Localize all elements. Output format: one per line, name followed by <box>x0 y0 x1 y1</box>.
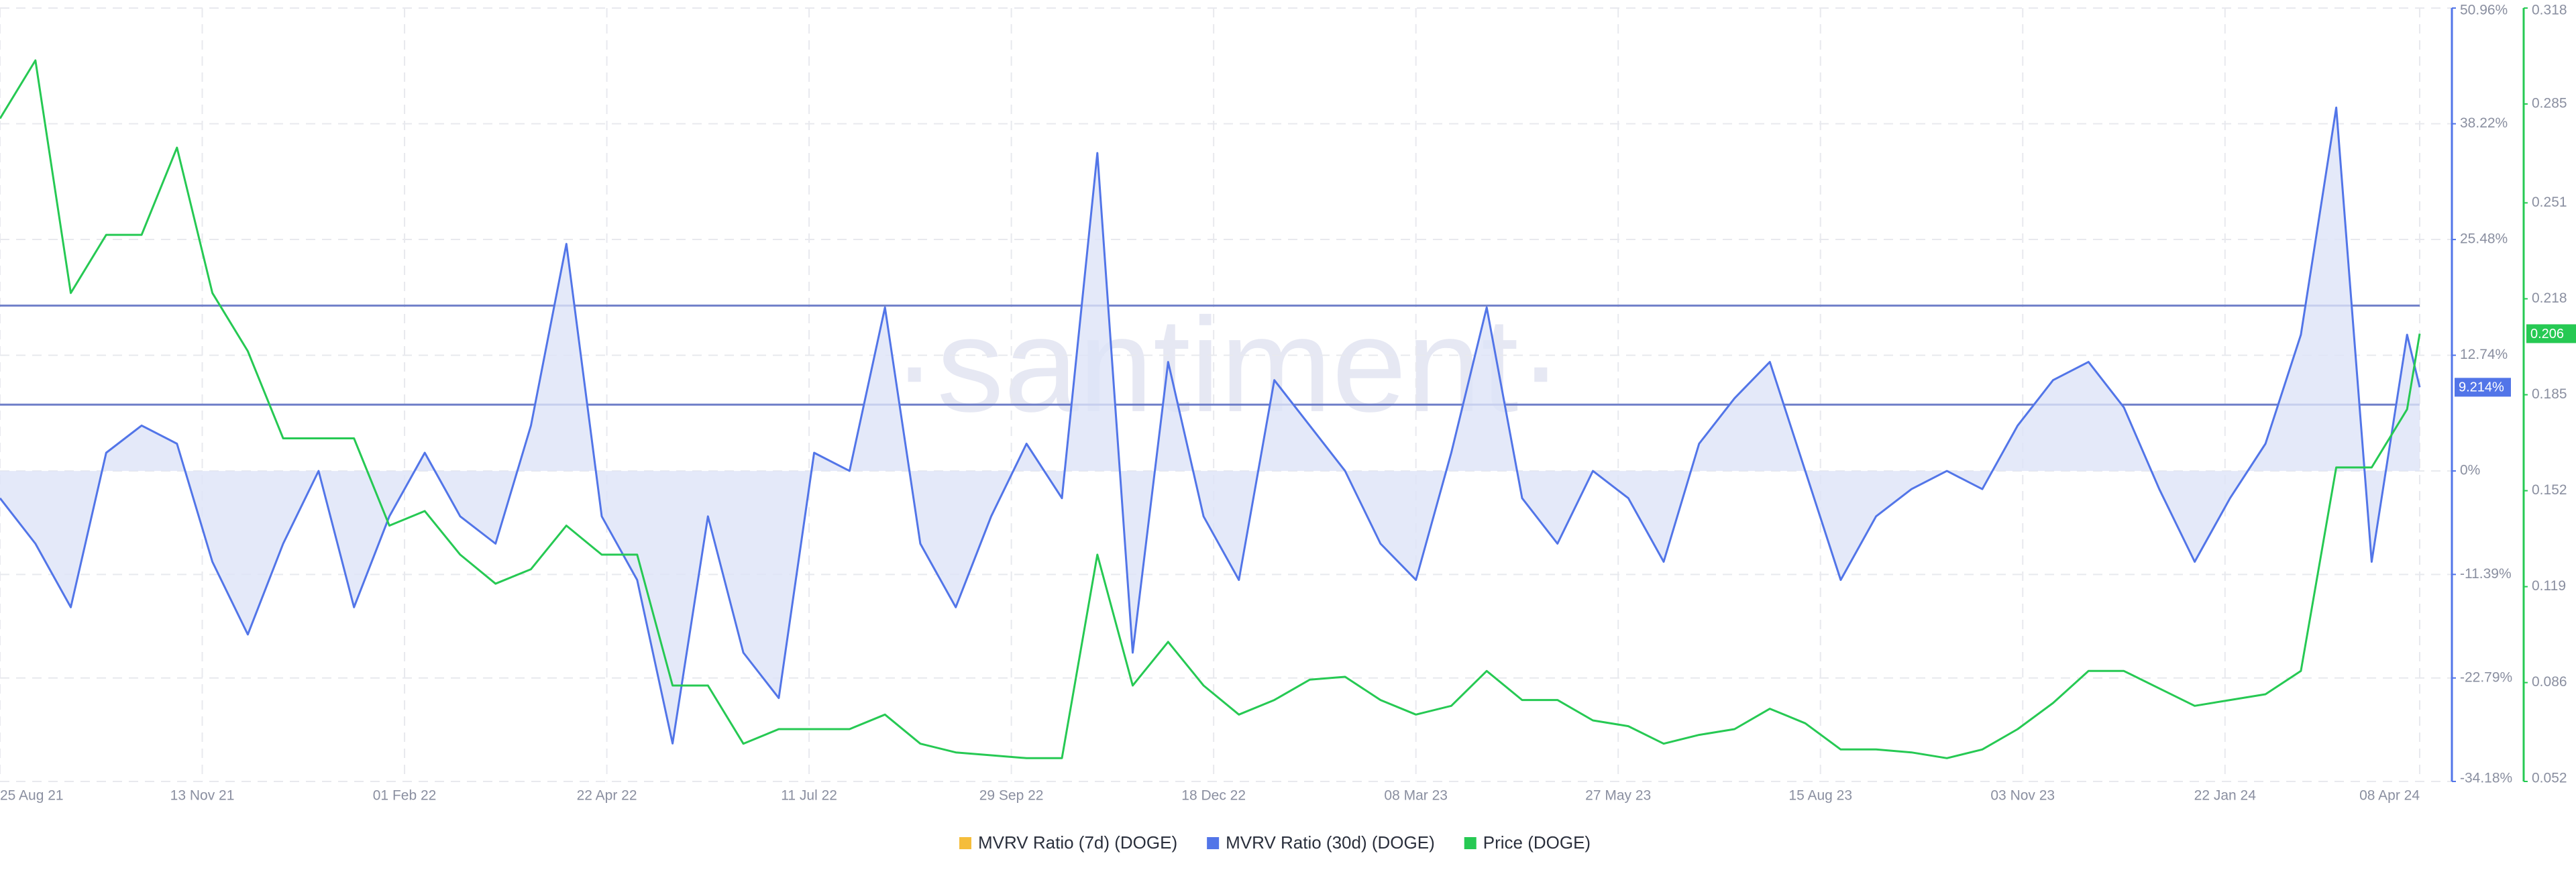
y2-tick-label: 0.285 <box>2532 96 2567 111</box>
last-value-tag <box>2455 378 2511 397</box>
legend-swatch <box>1207 837 1220 849</box>
x-tick-label: 13 Nov 21 <box>170 788 235 804</box>
x-tick-label: 01 Feb 22 <box>373 788 437 804</box>
y2-tick-label: 0.086 <box>2532 674 2567 690</box>
y-tick-label: 38.22% <box>2460 115 2508 131</box>
legend-swatch <box>959 837 971 849</box>
last-value-label: 9.214% <box>2459 380 2504 395</box>
x-tick-label: 08 Apr 24 <box>2359 788 2420 804</box>
x-tick-label: 27 May 23 <box>1585 788 1651 804</box>
y-tick-label: -11.39% <box>2460 566 2512 582</box>
x-tick-label: 29 Sep 22 <box>979 788 1044 804</box>
y-tick-label: 0% <box>2460 463 2480 478</box>
y2-tick-label: 0.185 <box>2532 386 2567 402</box>
y2-tick-label: 0.318 <box>2532 3 2567 18</box>
y2-tick-label: 0.152 <box>2532 482 2567 498</box>
x-tick-label: 25 Aug 21 <box>0 788 64 804</box>
y-tick-label: -34.18% <box>2460 771 2512 786</box>
last-value-tag <box>2526 324 2576 343</box>
legend-label: Price (DOGE) <box>1483 832 1591 853</box>
legend-swatch <box>1464 837 1477 849</box>
y-tick-label: 50.96% <box>2460 3 2508 18</box>
x-tick-label: 11 Jul 22 <box>781 788 837 804</box>
x-tick-label: 03 Nov 23 <box>1990 788 2055 804</box>
series-line <box>0 59 2421 759</box>
watermark: ·santiment· <box>892 290 1563 440</box>
legend: MVRV Ratio (7d) (DOGE) MVRV Ratio (30d) (… <box>959 832 1591 853</box>
x-tick-label: 22 Jan 24 <box>2194 788 2257 804</box>
y2-tick-label: 0.119 <box>2532 578 2566 594</box>
y-tick-label: 12.74% <box>2460 347 2508 362</box>
legend-label: MVRV Ratio (7d) (DOGE) <box>978 832 1177 853</box>
y2-tick-label: 0.052 <box>2532 771 2567 786</box>
x-tick-label: 08 Mar 23 <box>1384 788 1448 804</box>
x-tick-label: 22 Apr 22 <box>577 788 637 804</box>
y2-tick-label: 0.251 <box>2532 195 2567 210</box>
y2-tick-label: 0.218 <box>2532 290 2567 306</box>
y-tick-label: 25.48% <box>2460 231 2508 247</box>
x-tick-label: 18 Dec 22 <box>1181 788 1246 804</box>
y-tick-label: -22.79% <box>2460 669 2512 685</box>
legend-label: MVRV Ratio (30d) (DOGE) <box>1226 832 1435 853</box>
x-tick-label: 15 Aug 23 <box>1788 788 1852 804</box>
series-line <box>0 106 2421 745</box>
last-value-label: 0.206 <box>2530 327 2564 341</box>
